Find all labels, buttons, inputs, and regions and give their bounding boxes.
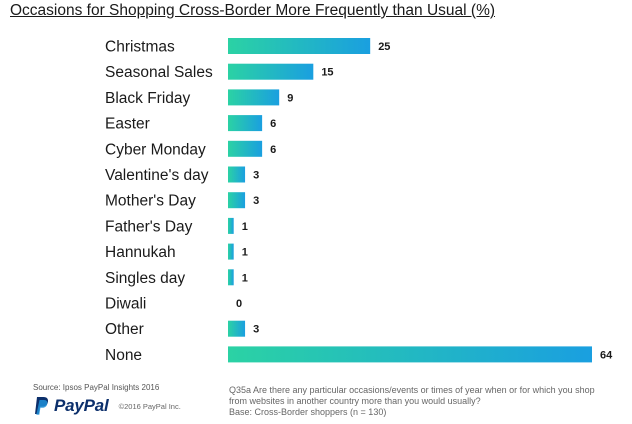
category-label: Mother's Day xyxy=(105,193,196,210)
category-label: Seasonal Sales xyxy=(105,64,213,81)
bar xyxy=(228,269,234,286)
category-label: Hannukah xyxy=(105,244,176,261)
bar xyxy=(228,115,263,132)
bar xyxy=(228,89,280,106)
question-footnote: Q35a Are there any particular occasions/… xyxy=(229,385,609,418)
category-label: Easter xyxy=(105,116,150,133)
value-label: 1 xyxy=(242,247,248,259)
category-label: Cyber Monday xyxy=(105,141,206,158)
paypal-logo: PayPal ©2016 PayPal Inc. xyxy=(33,396,181,416)
value-label: 6 xyxy=(270,144,276,156)
source-note: Source: Ipsos PayPal Insights 2016 xyxy=(33,383,160,392)
value-label: 6 xyxy=(270,118,276,130)
bar xyxy=(228,38,371,54)
paypal-wordmark: PayPal xyxy=(54,396,109,415)
value-label: 25 xyxy=(378,41,390,53)
footnote-line: Q35a Are there any particular occasions/… xyxy=(229,385,595,395)
bar xyxy=(228,346,592,363)
category-label: Christmas xyxy=(105,39,175,56)
category-label: Singles day xyxy=(105,270,185,287)
chart-title: Occasions for Shopping Cross-Border More… xyxy=(10,2,496,19)
value-label: 9 xyxy=(287,92,293,104)
bar-chart: Christmas 25 Seasonal Sales 15 Black Friday 9… xyxy=(105,38,613,364)
category-label: Diwali xyxy=(105,296,146,313)
bar xyxy=(228,63,314,80)
value-label: 0 xyxy=(236,298,242,310)
bar xyxy=(228,166,246,183)
value-label: 64 xyxy=(600,349,613,361)
value-label: 15 xyxy=(321,67,333,79)
value-label: 1 xyxy=(242,221,248,233)
bar xyxy=(228,217,234,234)
category-label: Black Friday xyxy=(105,90,191,107)
bar xyxy=(228,320,246,337)
footnote-line: Base: Cross-Border shoppers (n = 130) xyxy=(229,407,387,417)
copyright: ©2016 PayPal Inc. xyxy=(118,401,181,411)
paypal-p-icon xyxy=(35,397,49,415)
value-label: 3 xyxy=(253,324,259,336)
bar xyxy=(228,243,234,260)
value-label: 1 xyxy=(242,272,248,284)
bar xyxy=(228,192,246,209)
category-label: None xyxy=(105,347,142,364)
value-label: 3 xyxy=(253,170,259,182)
footnote-line: from websites in another country more th… xyxy=(229,396,481,406)
category-label: Father's Day xyxy=(105,218,193,235)
bar xyxy=(228,140,263,157)
category-label: Other xyxy=(105,321,144,338)
value-label: 3 xyxy=(253,195,259,207)
category-label: Valentine's day xyxy=(105,167,209,184)
